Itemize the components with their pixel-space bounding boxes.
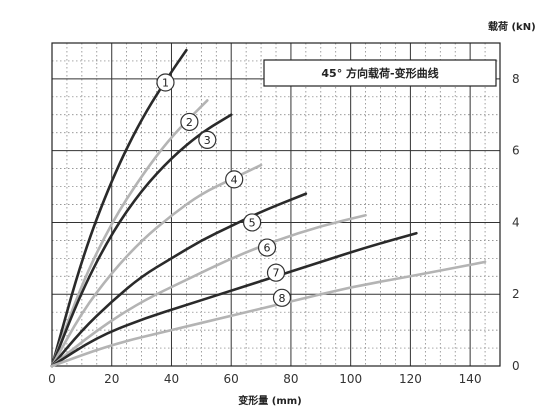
curve-marker-3: 3: [198, 130, 217, 149]
curve-marker-label: 3: [204, 134, 211, 147]
y-tick-label: 2: [512, 287, 520, 301]
plot-frame: [51, 42, 501, 367]
x-tick-label: 40: [164, 372, 179, 386]
curve-marker-7: 7: [266, 263, 286, 282]
legend-box: 45° 方向载荷-变形曲线: [263, 59, 497, 87]
x-tick-label: 120: [399, 372, 422, 386]
curve-marker-2: 2: [180, 112, 199, 132]
curve-marker-label: 5: [249, 216, 256, 229]
y-axis-title: 载荷 (kN): [488, 20, 536, 33]
curve-marker-5: 5: [243, 213, 262, 232]
curve-marker-label: 8: [278, 292, 285, 305]
curve-markers: 1 23 4 567 8: [156, 73, 292, 307]
x-tick-label: 20: [104, 372, 119, 386]
x-tick-label: 60: [224, 372, 239, 386]
curve-marker-circle: [257, 238, 277, 257]
x-tick-label: 140: [459, 372, 482, 386]
curve-marker-circle: [272, 288, 292, 307]
y-tick-label: 6: [512, 144, 520, 158]
series-line-3: [50, 113, 233, 368]
curve-marker-label: 2: [186, 116, 193, 129]
x-tick-label: 100: [339, 372, 362, 386]
x-axis-title: 变形量 (mm): [238, 394, 301, 407]
curve-marker-1: 1: [156, 73, 175, 92]
curve-marker-label: 4: [231, 173, 238, 186]
chart-title: 45° 方向载荷-变形曲线: [321, 66, 438, 80]
curve-marker-circle: [198, 130, 217, 149]
curve-marker-circle: [156, 73, 175, 92]
curve-marker-label: 7: [273, 267, 280, 280]
curve-marker-circle: [243, 213, 262, 232]
y-tick-label: 4: [512, 215, 520, 229]
curve-marker-label: 6: [264, 242, 271, 255]
y-tick-label: 8: [512, 72, 520, 86]
curve-marker-4: 4: [225, 170, 244, 189]
series-line-1: [50, 48, 188, 368]
x-tick-label: 80: [283, 372, 298, 386]
x-tick-label: 0: [48, 372, 56, 386]
series-line-5: [50, 192, 308, 368]
series-line-6: [50, 213, 367, 368]
series-lines: [50, 48, 487, 368]
series-line-8: [50, 260, 487, 368]
y-tick-label: 0: [512, 359, 520, 373]
curve-marker-8: 8: [272, 288, 292, 307]
curve-marker-6: 6: [257, 238, 277, 257]
curve-marker-circle: [225, 170, 244, 189]
curve-marker-label: 1: [162, 76, 169, 89]
curve-marker-circle: [266, 263, 286, 282]
title-box: [263, 59, 497, 87]
curve-marker-circle: [180, 112, 199, 132]
series-line-7: [50, 231, 418, 368]
tick-labels: 0 20 40 60 80 100 120 140 0 2 4 6 8: [48, 72, 519, 386]
